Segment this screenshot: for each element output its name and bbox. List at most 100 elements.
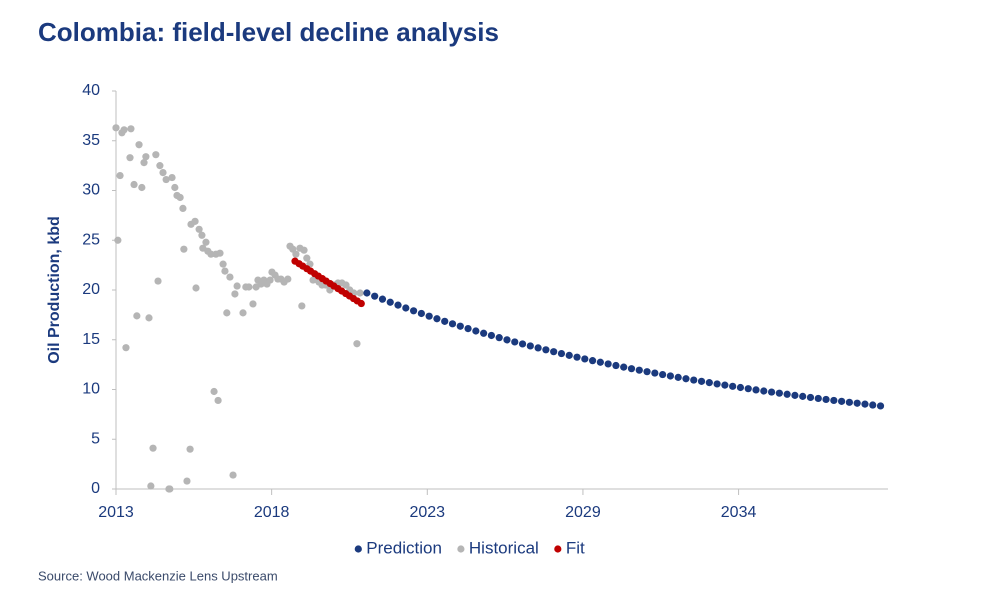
data-point	[573, 353, 581, 361]
data-point	[542, 346, 550, 354]
data-point	[526, 342, 534, 350]
data-point	[168, 173, 176, 182]
data-point	[353, 340, 361, 348]
data-point	[402, 304, 410, 312]
data-point	[775, 389, 783, 397]
data-point	[378, 295, 387, 303]
data-point	[697, 377, 706, 385]
data-point	[152, 151, 160, 159]
data-point	[845, 398, 854, 406]
data-point	[487, 331, 496, 340]
data-point	[207, 250, 215, 258]
data-point	[760, 387, 768, 395]
source-note: Source: Wood Mackenzie Lens Upstream	[38, 568, 278, 583]
data-point	[604, 360, 612, 368]
data-point	[176, 193, 184, 202]
data-point	[620, 363, 628, 371]
x-tick-label: 2029	[565, 504, 601, 521]
data-point	[783, 390, 791, 398]
data-point	[853, 399, 861, 407]
data-point	[767, 388, 776, 396]
data-point	[231, 290, 239, 298]
data-point	[300, 246, 308, 254]
data-point	[822, 395, 830, 404]
data-point	[394, 301, 402, 309]
data-point	[861, 400, 869, 408]
data-point	[303, 254, 311, 262]
y-axis-label: Oil Production, kbd	[46, 216, 63, 364]
data-point	[534, 344, 542, 352]
data-point	[417, 309, 425, 318]
data-point	[298, 302, 306, 310]
data-point	[557, 349, 566, 358]
data-point	[229, 471, 237, 479]
legend-label: Fit	[566, 538, 585, 557]
data-point	[245, 283, 253, 291]
data-point	[674, 373, 682, 381]
data-point	[448, 320, 457, 328]
data-point	[651, 369, 659, 377]
data-point	[690, 376, 698, 384]
x-tick-label: 2013	[98, 504, 134, 521]
legend-marker	[554, 545, 562, 553]
y-tick-label: 10	[82, 381, 100, 398]
data-point	[627, 365, 636, 373]
data-point	[342, 281, 350, 289]
data-point	[550, 348, 558, 356]
data-point	[433, 315, 441, 323]
chart-title: Colombia: field-level decline analysis	[38, 17, 499, 47]
data-point	[511, 338, 519, 346]
data-point	[752, 386, 760, 394]
data-point	[356, 289, 364, 297]
data-point	[149, 444, 157, 452]
data-point	[425, 312, 433, 320]
y-tick-label: 35	[82, 132, 100, 149]
data-point	[186, 445, 194, 453]
data-point	[180, 245, 188, 253]
data-point	[666, 372, 675, 380]
data-point	[223, 309, 231, 317]
data-point	[363, 289, 371, 297]
data-point	[166, 485, 174, 493]
data-point	[214, 396, 222, 405]
data-point	[221, 267, 229, 275]
data-point	[116, 171, 124, 180]
data-point	[635, 366, 643, 374]
y-tick-label: 40	[82, 82, 100, 99]
data-point	[876, 402, 885, 410]
data-point	[249, 300, 257, 308]
y-tick-label: 5	[91, 430, 100, 447]
data-point	[838, 397, 846, 405]
data-point	[472, 327, 480, 335]
data-point	[198, 231, 206, 239]
data-point	[122, 344, 130, 352]
data-point	[456, 322, 464, 330]
data-point	[210, 387, 218, 396]
data-point	[518, 340, 527, 348]
data-point	[736, 383, 745, 392]
legend-label: Historical	[469, 538, 539, 557]
legend-marker	[457, 545, 465, 553]
data-point	[114, 236, 122, 244]
data-point	[386, 298, 394, 306]
data-point	[503, 336, 511, 344]
data-point	[721, 381, 729, 389]
data-point	[659, 370, 667, 379]
data-point	[171, 183, 179, 192]
data-point	[233, 282, 241, 290]
data-point	[799, 392, 807, 400]
y-tick-label: 0	[91, 480, 100, 497]
data-point	[441, 317, 449, 325]
y-tick-label: 30	[82, 182, 100, 199]
data-point	[226, 273, 234, 281]
data-point	[126, 154, 134, 162]
data-point	[183, 477, 191, 485]
data-point	[705, 379, 713, 387]
y-tick-label: 15	[82, 331, 100, 348]
data-point	[145, 314, 153, 322]
data-point	[138, 183, 146, 192]
data-point	[588, 357, 597, 365]
data-point	[869, 401, 877, 409]
data-point	[409, 307, 418, 315]
